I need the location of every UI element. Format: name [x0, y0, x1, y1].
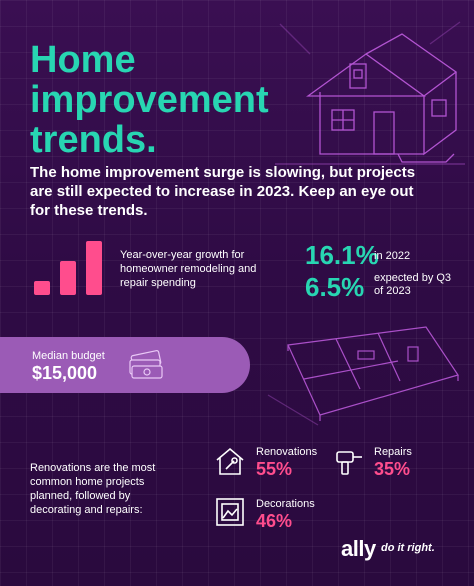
brand-logo: ally	[341, 536, 376, 561]
growth-2022-note: in 2022	[374, 250, 411, 262]
house-wrench-icon	[216, 447, 244, 475]
page-title: Home improvement trends.	[30, 40, 269, 160]
repairs-value: 35%	[374, 459, 411, 479]
floorplan-illustration	[267, 326, 459, 426]
title-line-3: trends.	[30, 119, 157, 161]
growth-2022-value: 16.1%	[305, 240, 379, 270]
money-stack-icon	[129, 350, 163, 379]
budget-pill	[0, 337, 250, 393]
title-line-2: improvement	[30, 79, 269, 121]
budget-value: $15,000	[32, 363, 98, 383]
repairs-label: Repairs	[374, 446, 412, 458]
decorations-value: 46%	[256, 511, 293, 531]
brand-tagline: do it right.	[381, 542, 435, 554]
intro-text: The home improvement surge is slowing, b…	[30, 164, 416, 219]
bar-chart-icon-bar-2	[60, 261, 76, 295]
bar-chart-icon-bar-1	[34, 281, 50, 295]
growth-2023-note: expected by Q3 of 2023	[374, 272, 452, 297]
bar-chart-icon	[34, 241, 104, 295]
bar-chart-icon-bar-3	[86, 241, 102, 295]
decorations-label: Decorations	[256, 498, 315, 510]
renovations-label: Renovations	[256, 446, 318, 458]
picture-frame-icon	[216, 498, 244, 526]
drill-icon	[336, 451, 362, 475]
growth-description: Year-over-year growth for homeowner remo…	[120, 249, 257, 289]
title-line-1: Home	[30, 39, 136, 81]
projects-description: Renovations are the most common home pro…	[30, 462, 156, 516]
wireframe-house-illustration	[275, 21, 465, 165]
renovations-value: 55%	[256, 459, 293, 479]
growth-2023-value: 6.5%	[305, 272, 365, 302]
budget-label: Median budget	[32, 350, 105, 362]
